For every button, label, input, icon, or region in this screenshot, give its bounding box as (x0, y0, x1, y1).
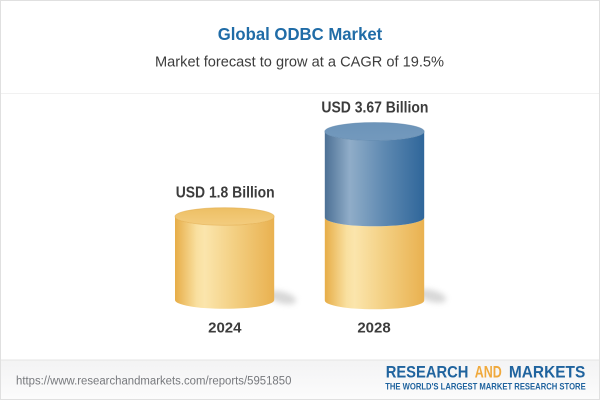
svg-text:2024: 2024 (208, 320, 242, 337)
svg-text:THE WORLD'S LARGEST MARKET RES: THE WORLD'S LARGEST MARKET RESEARCH STOR… (385, 382, 586, 393)
svg-text:AND: AND (475, 363, 502, 382)
svg-text:USD 3.67 Billion: USD 3.67 Billion (321, 99, 428, 116)
svg-text:2028: 2028 (357, 320, 390, 337)
svg-text:USD 1.8 Billion: USD 1.8 Billion (176, 184, 275, 201)
svg-text:https://www.researchandmarkets: https://www.researchandmarkets.com/repor… (16, 376, 291, 388)
svg-text:MARKETS: MARKETS (509, 363, 585, 382)
svg-text:RESEARCH: RESEARCH (386, 363, 469, 382)
svg-text:Market forecast to grow at a C: Market forecast to grow at a CAGR of 19.… (155, 53, 444, 70)
svg-text:Global ODBC Market: Global ODBC Market (218, 24, 383, 44)
